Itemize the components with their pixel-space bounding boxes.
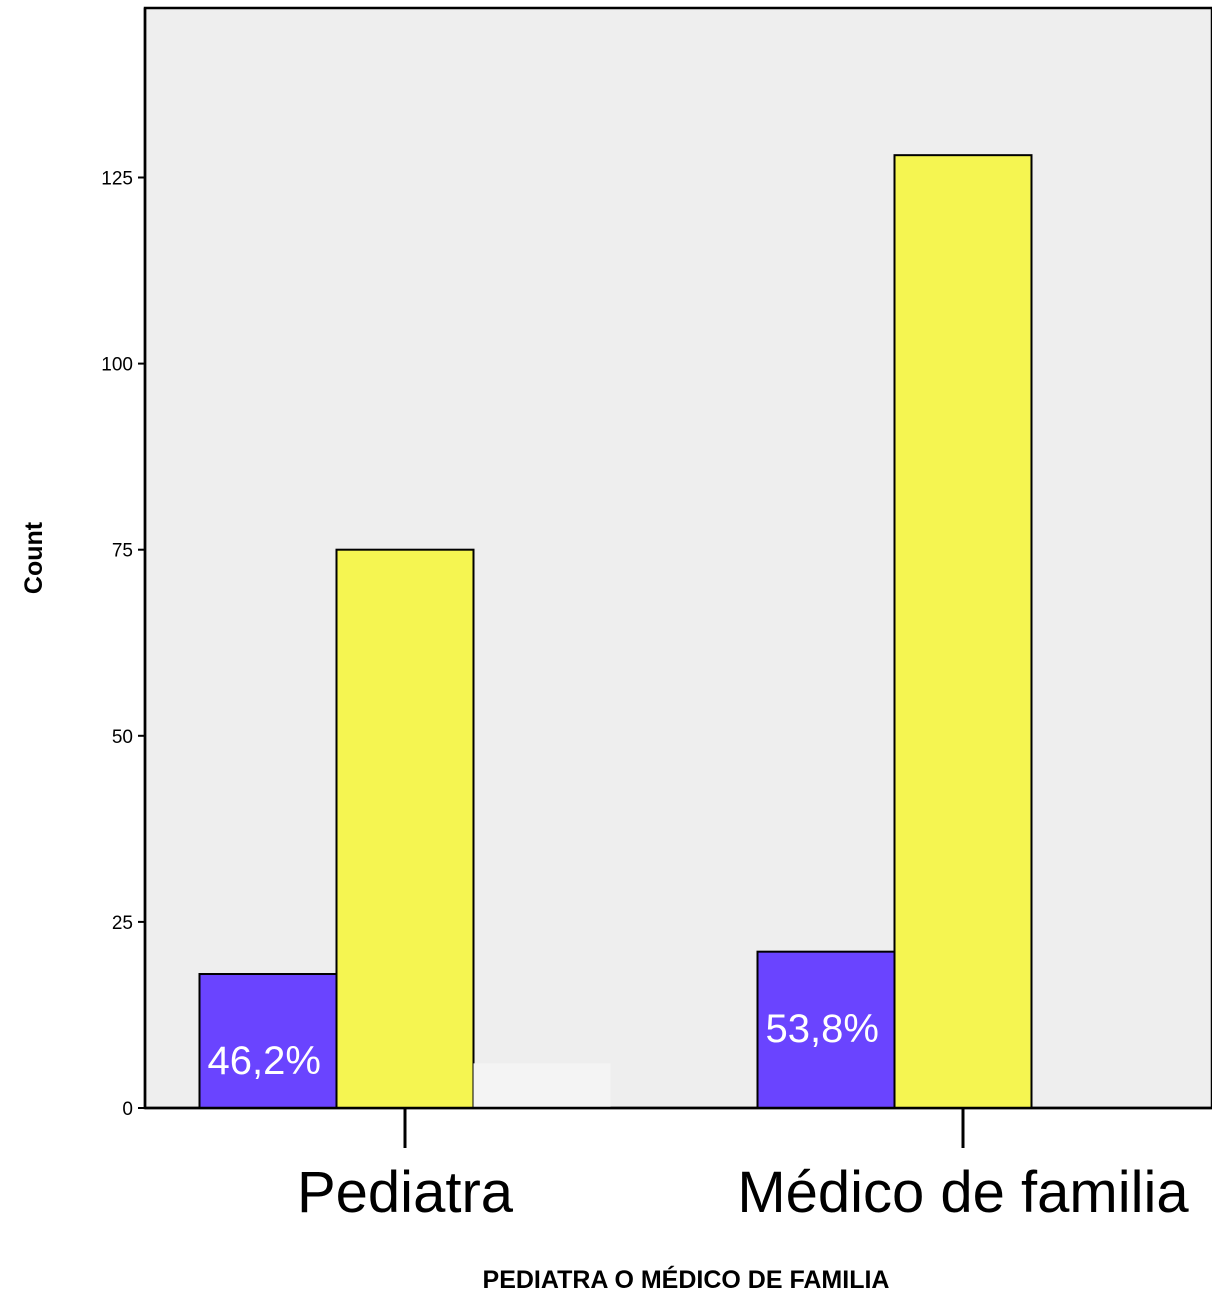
x-axis-title: PEDIATRA O MÉDICO DE FAMILIA [483,1265,890,1293]
data-label: 46,2% [208,1039,321,1083]
y-axis: 0 25 50 75 100 125 [101,8,147,1120]
bar-series-1-m-dico-de-familia [756,950,896,1110]
plot-area [143,6,1212,1110]
bars-group [198,154,1033,1110]
bar-series-2-m-dico-de-familia [893,154,1033,1109]
y-tick-label: 0 [122,1099,133,1120]
y-tick-label: 75 [112,541,133,562]
bar-series-1-pediatra [198,973,338,1109]
bar-series-3-pediatra [473,1063,611,1108]
y-tick-label: 100 [101,355,133,376]
data-label: 53,8% [766,1007,879,1051]
x-tick-label: Médico de familia [737,1160,1189,1225]
x-axis: Pediatra Médico de familia [145,1106,1212,1225]
x-tick-label: Pediatra [297,1160,514,1225]
y-tick-label: 125 [101,169,133,190]
bar-series-2-pediatra [335,548,475,1109]
data-labels-group: 46,2% 53,8% [208,1007,879,1083]
y-tick-label: 25 [112,913,133,934]
y-tick-label: 50 [112,727,133,748]
y-axis-title: Count [20,521,48,594]
